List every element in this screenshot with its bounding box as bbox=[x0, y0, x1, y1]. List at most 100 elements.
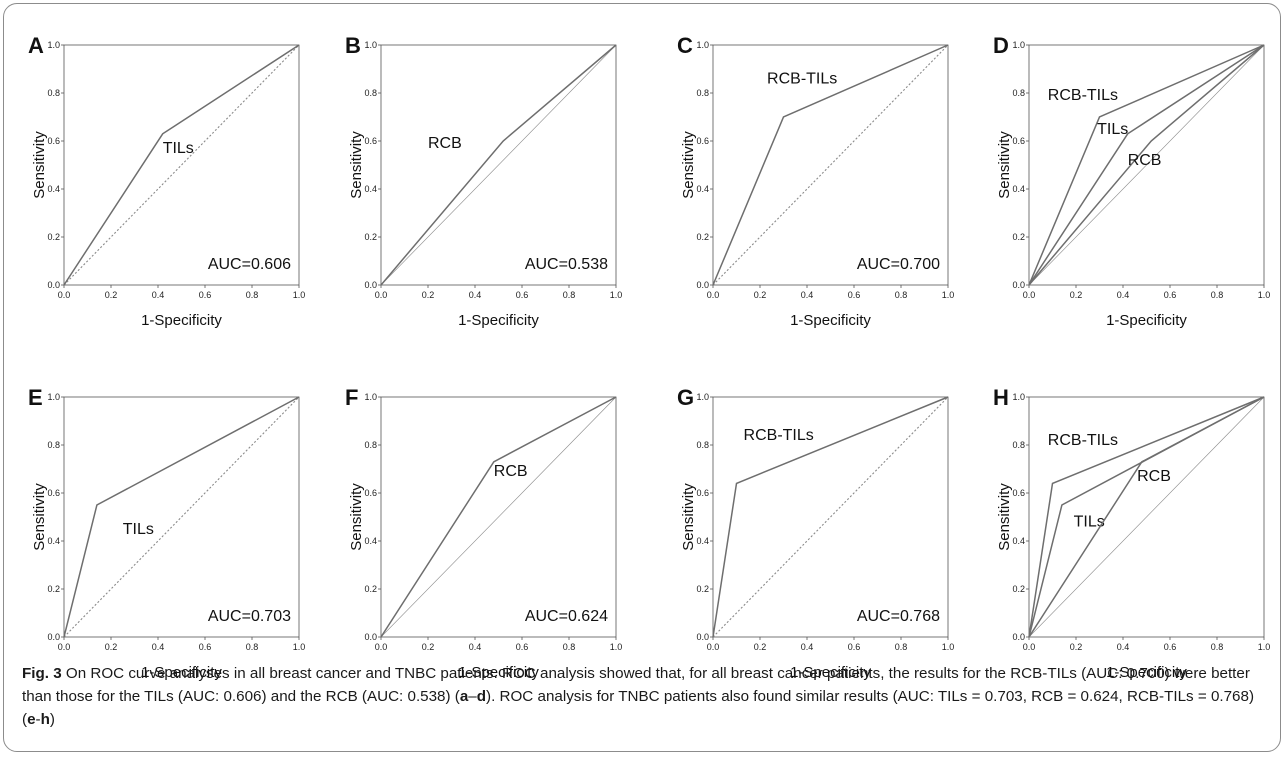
panel-letter-b: B bbox=[345, 33, 361, 58]
y-tick-label-c-1: 0.2 bbox=[696, 232, 709, 242]
roc-curve-b-rcb bbox=[380, 44, 617, 286]
curve-label-h-rcb: RCB bbox=[1137, 468, 1171, 485]
x-tick-label-g-4: 0.8 bbox=[895, 642, 908, 652]
x-axis-title-f: 1-Specificity bbox=[458, 664, 539, 681]
y-tick-label-a-5: 1.0 bbox=[47, 40, 60, 50]
plot-area-c bbox=[712, 44, 949, 286]
y-tick-label-e-2: 0.4 bbox=[47, 536, 60, 546]
curve-label-c-rcb-tils: RCB-TILs bbox=[767, 70, 837, 87]
figure-frame bbox=[3, 3, 1281, 752]
x-tick-label-e-2: 0.4 bbox=[152, 642, 165, 652]
x-tick-label-g-3: 0.6 bbox=[848, 642, 861, 652]
x-axis-title-e: 1-Specificity bbox=[141, 664, 222, 681]
roc-curve-e-tils bbox=[63, 396, 300, 638]
x-tick-label-e-4: 0.8 bbox=[246, 642, 259, 652]
x-tick-label-e-5: 1.0 bbox=[293, 642, 306, 652]
y-tick-label-d-0: 0.0 bbox=[1012, 280, 1025, 290]
auc-label-b: AUC=0.538 bbox=[525, 256, 608, 273]
y-tick-label-g-1: 0.2 bbox=[696, 584, 709, 594]
x-tick-label-b-5: 1.0 bbox=[610, 290, 623, 300]
y-tick-label-f-0: 0.0 bbox=[364, 632, 377, 642]
x-tick-label-e-1: 0.2 bbox=[105, 642, 118, 652]
y-tick-label-f-4: 0.8 bbox=[364, 440, 377, 450]
curve-label-d-tils: TILs bbox=[1097, 121, 1128, 138]
x-tick-label-c-1: 0.2 bbox=[754, 290, 767, 300]
y-tick-label-c-4: 0.8 bbox=[696, 88, 709, 98]
curve-label-d-rcb: RCB bbox=[1128, 152, 1162, 169]
roc-curve-h-rcb-tils bbox=[1028, 396, 1265, 638]
curve-label-e-tils: TILs bbox=[123, 521, 154, 538]
y-tick-label-a-3: 0.6 bbox=[47, 136, 60, 146]
x-tick-label-g-2: 0.4 bbox=[801, 642, 814, 652]
auc-label-a: AUC=0.606 bbox=[208, 256, 291, 273]
auc-label-g: AUC=0.768 bbox=[857, 608, 940, 625]
y-axis-title-c: Sensitivity bbox=[680, 131, 697, 199]
y-tick-label-b-0: 0.0 bbox=[364, 280, 377, 290]
curve-label-h-tils: TILs bbox=[1074, 514, 1105, 531]
x-tick-label-a-5: 1.0 bbox=[293, 290, 306, 300]
plot-area-a bbox=[63, 44, 300, 286]
x-tick-label-b-0: 0.0 bbox=[375, 290, 388, 300]
plot-area-h bbox=[1028, 396, 1265, 638]
x-tick-label-a-0: 0.0 bbox=[58, 290, 71, 300]
reference-line-a bbox=[63, 44, 300, 286]
caption-ref-d: d bbox=[476, 688, 487, 705]
roc-curve-f-rcb bbox=[380, 396, 617, 638]
x-axis-title-a: 1-Specificity bbox=[141, 312, 222, 329]
x-axis-title-h: 1-Specificity bbox=[1106, 664, 1187, 681]
auc-label-f: AUC=0.624 bbox=[525, 608, 608, 625]
y-tick-label-h-1: 0.2 bbox=[1012, 584, 1025, 594]
y-axis-title-f: Sensitivity bbox=[348, 483, 365, 551]
panel-letter-a: A bbox=[28, 33, 44, 58]
panel-g: 0.00.0 0.2 0.2 0.4 0.4 0.6 0.6 0.8 0.8 1.0 1.0 1-Sp… bbox=[677, 385, 954, 681]
panel-letter-d: D bbox=[993, 33, 1009, 58]
x-tick-label-g-0: 0.0 bbox=[707, 642, 720, 652]
x-tick-label-h-1: 0.2 bbox=[1070, 642, 1083, 652]
caption-label: Fig. 3 bbox=[22, 665, 62, 682]
x-axis-title-g: 1-Specificity bbox=[790, 664, 871, 681]
plot-area-g bbox=[712, 396, 949, 638]
x-tick-label-g-5: 1.0 bbox=[942, 642, 955, 652]
curve-label-h-rcb-tils: RCB-TILs bbox=[1048, 432, 1118, 449]
x-tick-label-h-4: 0.8 bbox=[1211, 642, 1224, 652]
reference-line-f bbox=[380, 396, 617, 638]
x-tick-label-c-4: 0.8 bbox=[895, 290, 908, 300]
x-axis-title-d: 1-Specificity bbox=[1106, 312, 1187, 329]
y-axis-title-a: Sensitivity bbox=[31, 131, 48, 199]
caption-dash-1: – bbox=[468, 688, 477, 705]
x-tick-label-g-1: 0.2 bbox=[754, 642, 767, 652]
y-axis-title-h: Sensitivity bbox=[996, 483, 1013, 551]
x-tick-label-f-4: 0.8 bbox=[563, 642, 576, 652]
panel-a: 0.00.0 0.2 0.2 0.4 0.4 0.6 0.6 0.8 0.8 1.0 1.0 1-Sp… bbox=[28, 33, 305, 329]
y-tick-label-g-2: 0.4 bbox=[696, 536, 709, 546]
x-tick-label-c-0: 0.0 bbox=[707, 290, 720, 300]
auc-label-e: AUC=0.703 bbox=[208, 608, 291, 625]
curve-label-f-rcb: RCB bbox=[494, 463, 528, 480]
plot-area-b bbox=[380, 44, 617, 286]
plot-area-e bbox=[63, 396, 300, 638]
auc-label-c: AUC=0.700 bbox=[857, 256, 940, 273]
reference-line-b bbox=[380, 44, 617, 286]
x-tick-label-c-5: 1.0 bbox=[942, 290, 955, 300]
x-tick-label-d-5: 1.0 bbox=[1258, 290, 1271, 300]
x-tick-label-h-2: 0.4 bbox=[1117, 642, 1130, 652]
roc-curve-h-rcb bbox=[1028, 396, 1265, 638]
x-tick-label-b-2: 0.4 bbox=[469, 290, 482, 300]
y-tick-label-f-1: 0.2 bbox=[364, 584, 377, 594]
x-tick-label-h-3: 0.6 bbox=[1164, 642, 1177, 652]
y-tick-label-a-1: 0.2 bbox=[47, 232, 60, 242]
y-tick-label-c-2: 0.4 bbox=[696, 184, 709, 194]
y-tick-label-e-5: 1.0 bbox=[47, 392, 60, 402]
y-tick-label-g-4: 0.8 bbox=[696, 440, 709, 450]
y-tick-label-g-3: 0.6 bbox=[696, 488, 709, 498]
reference-line-d bbox=[1028, 44, 1265, 286]
y-tick-label-f-3: 0.6 bbox=[364, 488, 377, 498]
curve-label-b-rcb: RCB bbox=[428, 135, 462, 152]
x-tick-label-f-1: 0.2 bbox=[422, 642, 435, 652]
panel-e: 0.00.0 0.2 0.2 0.4 0.4 0.6 0.6 0.8 0.8 1.0 1.0 1-Sp… bbox=[28, 385, 305, 681]
caption-dash-2: - bbox=[35, 711, 41, 728]
roc-curve-a-tils bbox=[63, 44, 300, 286]
x-tick-label-e-0: 0.0 bbox=[58, 642, 71, 652]
y-tick-label-d-1: 0.2 bbox=[1012, 232, 1025, 242]
